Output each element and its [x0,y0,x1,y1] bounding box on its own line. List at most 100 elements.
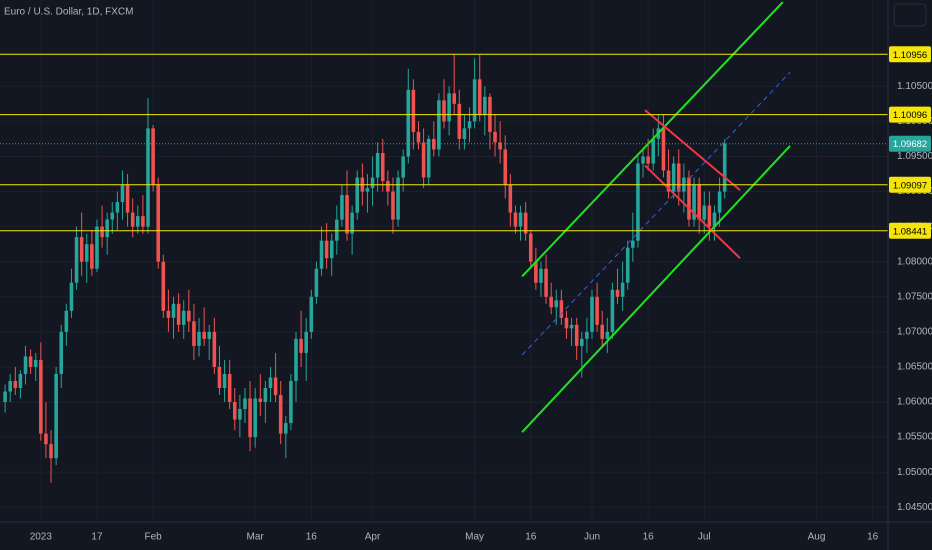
candle-body [590,296,594,332]
candle-body [559,300,564,318]
candle-body [641,156,645,164]
candle-body [294,338,298,381]
current-price-box [889,135,931,152]
y-tick-label: 1.06500 [897,362,932,373]
candle-body [299,338,303,353]
candle-body [243,398,247,410]
candle-body [457,103,462,139]
x-tick-label: May [465,532,484,543]
candle-body [120,184,125,203]
candle-body [187,310,191,322]
candle-body [549,296,553,308]
candle-body [136,216,140,227]
candle-body [105,219,109,238]
candle-body [84,244,89,262]
candle-body [391,191,395,220]
candle-body [74,237,79,283]
candle-body [28,356,33,367]
candle-body [717,191,722,213]
candle-body [18,373,23,388]
candle-body [483,96,487,115]
candle-body [467,121,472,129]
candle-body [54,373,58,459]
candle-body [580,338,584,346]
candle-body [335,219,339,241]
level-label-box [889,46,931,63]
candle-body [676,163,681,192]
candle-body [125,184,130,213]
trend-line [644,109,741,191]
candle-body [544,268,548,297]
y-tick-label: 1.10500 [897,81,932,92]
y-tick-label: 1.05500 [897,432,932,443]
settings-button[interactable] [893,3,927,27]
level-label-box [889,106,931,123]
candle-body [90,244,94,269]
candle-body [692,184,696,220]
candle-body [585,331,589,339]
candle-body [671,163,676,192]
candle-body [518,212,523,227]
candle-body [421,142,426,178]
candle-body [375,152,380,178]
candle-body [386,181,390,192]
candle-body [620,282,625,297]
x-tick-label: 16 [867,532,879,543]
candle-body [324,240,329,259]
y-tick-label: 1.06000 [897,397,932,408]
candle-body [130,212,135,227]
candle-body [39,359,43,434]
candle-body [416,131,421,143]
x-tick-label: Mar [247,532,265,543]
axes: 1.04500 1.05000 1.05500 1.06000 1.06500 1.070… [30,46,932,543]
candle-body [447,93,451,122]
candle-body [697,184,701,220]
candle-body [319,240,324,269]
candle-body [95,226,99,269]
candle-body [595,296,599,325]
candle-body [508,184,513,213]
candle-body [329,240,334,259]
candle-body [13,380,18,388]
level-label-box [889,222,931,239]
candle-body [69,282,74,311]
candle-body [432,138,436,150]
y-tick-label: 1.07500 [897,291,932,302]
candle-body [651,138,656,164]
candle-body [181,310,186,325]
y-tick-label: 1.07000 [897,327,932,338]
candle-body [268,377,273,388]
candle-body [227,373,232,403]
candle-body [615,289,620,297]
candle-body [462,128,467,139]
y-tick-label: 1.08000 [897,256,932,267]
level-label: 1.08441 [893,226,927,237]
x-tick-label: 17 [91,532,103,543]
candle-body [166,310,171,318]
level-label: 1.10956 [893,50,927,61]
candle-body [513,212,518,227]
candle-body [79,237,84,262]
candle-body [370,177,375,189]
candle-body [3,391,7,403]
level-label: 1.09097 [893,180,927,191]
candle-body [284,423,288,434]
x-tick-label: 16 [306,532,318,543]
candle-body [217,366,222,388]
candle-body [401,156,405,178]
chart-title: Euro / U.S. Dollar, 1D, FXCM [4,7,133,18]
candle-body [605,331,610,339]
candle-body [309,296,314,332]
candle-body [631,240,635,248]
level-label: 1.10096 [893,110,927,121]
candle-body [707,205,712,227]
current-price-label: 1.09682 [893,139,927,150]
candle-body [8,380,12,392]
candle-body [355,177,360,213]
candle-body [426,138,431,178]
candle-body [625,247,630,283]
candle-body [477,79,482,115]
candle-body [437,100,441,150]
